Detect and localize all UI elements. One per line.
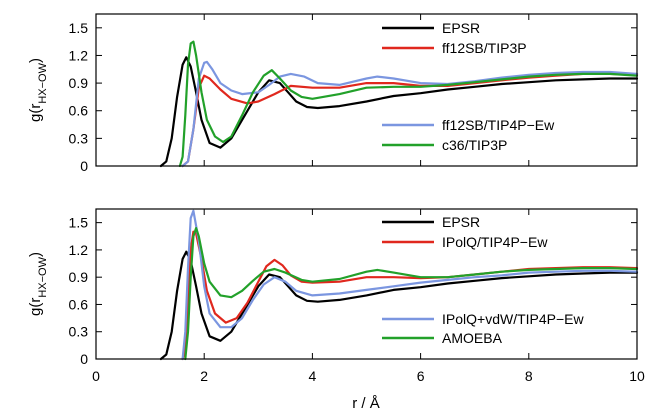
y-tick-label: 0 — [80, 351, 88, 367]
x-tick-label: 2 — [200, 368, 208, 384]
series-line-ipolq-vdw-tip4p-ew — [181, 209, 639, 361]
legend-entry-epsr: EPSR — [382, 20, 480, 36]
y-axis-title-subscript: HX−OW — [37, 62, 49, 103]
legend-label: IPolQ/TIP4P−Ew — [442, 234, 548, 250]
series-line-c36-tip3p — [178, 40, 639, 168]
y-axis-title-main: g(r — [27, 298, 44, 316]
legend-entry-amoeba: AMOEBA — [382, 330, 503, 346]
plot-frame — [95, 208, 638, 360]
y-tick-label: 0.3 — [69, 324, 89, 340]
legend-entry-epsr: EPSR — [382, 214, 480, 230]
y-tick-label: 1.5 — [69, 215, 89, 231]
y-axis-title-subscript: HX−OW — [37, 256, 49, 297]
legend-label: ff12SB/TIP4P−Ew — [442, 117, 555, 133]
y-axis-title-close: ) — [27, 252, 44, 257]
y-axis-title-main: g(r — [27, 104, 44, 122]
y-tick-label: 1.2 — [69, 47, 89, 63]
y-axis-title-close: ) — [27, 58, 44, 63]
legend-entry-ff12sb-tip4p-ew: ff12SB/TIP4P−Ew — [382, 117, 555, 133]
series-line-amoeba — [184, 227, 639, 361]
x-tick-label: 0 — [92, 368, 100, 384]
legend-label: EPSR — [442, 20, 480, 36]
y-axis-title: g(rHX−OW) — [27, 252, 49, 316]
legend-entry-ipolq-tip4p-ew: IPolQ/TIP4P−Ew — [382, 234, 548, 250]
y-tick-label: 0.6 — [69, 296, 89, 312]
legend-label: EPSR — [442, 214, 480, 230]
y-tick-label: 1.2 — [69, 242, 89, 258]
series-line-epsr — [159, 56, 639, 168]
y-tick-label: 0 — [80, 158, 88, 174]
bottom-panel: 0 0.3 0.6 0.9 1.2 1.5 0 2 4 6 8 10 g(rHX−OW) EPSR IPol… — [27, 208, 645, 384]
legend-label: IPolQ+vdW/TIP4P−Ew — [442, 311, 584, 327]
y-axis-title: g(rHX−OW) — [27, 58, 49, 122]
x-tick-label: 10 — [629, 368, 645, 384]
x-tick-label: 8 — [525, 368, 533, 384]
plot-frame — [95, 13, 638, 167]
legend-label: c36/TIP3P — [442, 137, 507, 153]
legend-entry-ipolq-vdw-tip4p-ew: IPolQ+vdW/TIP4P−Ew — [382, 311, 584, 327]
top-panel: 0 0.3 0.6 0.9 1.2 1.5 g(rHX−OW) EPSR ff12SB/TIP3… — [27, 13, 639, 174]
x-tick-label: 6 — [417, 368, 425, 384]
y-tick-label: 0.9 — [69, 75, 89, 91]
series-line-ff12sb-tip4p-ew — [181, 60, 639, 168]
y-tick-label: 0.6 — [69, 103, 89, 119]
legend-label: ff12SB/TIP3P — [442, 40, 527, 56]
legend-entry-ff12sb-tip3p: ff12SB/TIP3P — [382, 40, 527, 56]
y-tick-label: 1.5 — [69, 20, 89, 36]
legend-label: AMOEBA — [442, 330, 503, 346]
y-tick-label: 0.9 — [69, 269, 89, 285]
legend-entry-c36-tip3p: c36/TIP3P — [382, 137, 507, 153]
x-tick-label: 4 — [309, 368, 317, 384]
x-axis-title: r / Å — [352, 395, 380, 412]
y-tick-label: 0.3 — [69, 130, 89, 146]
series-line-ipolq-tip4p-ew — [181, 230, 639, 361]
